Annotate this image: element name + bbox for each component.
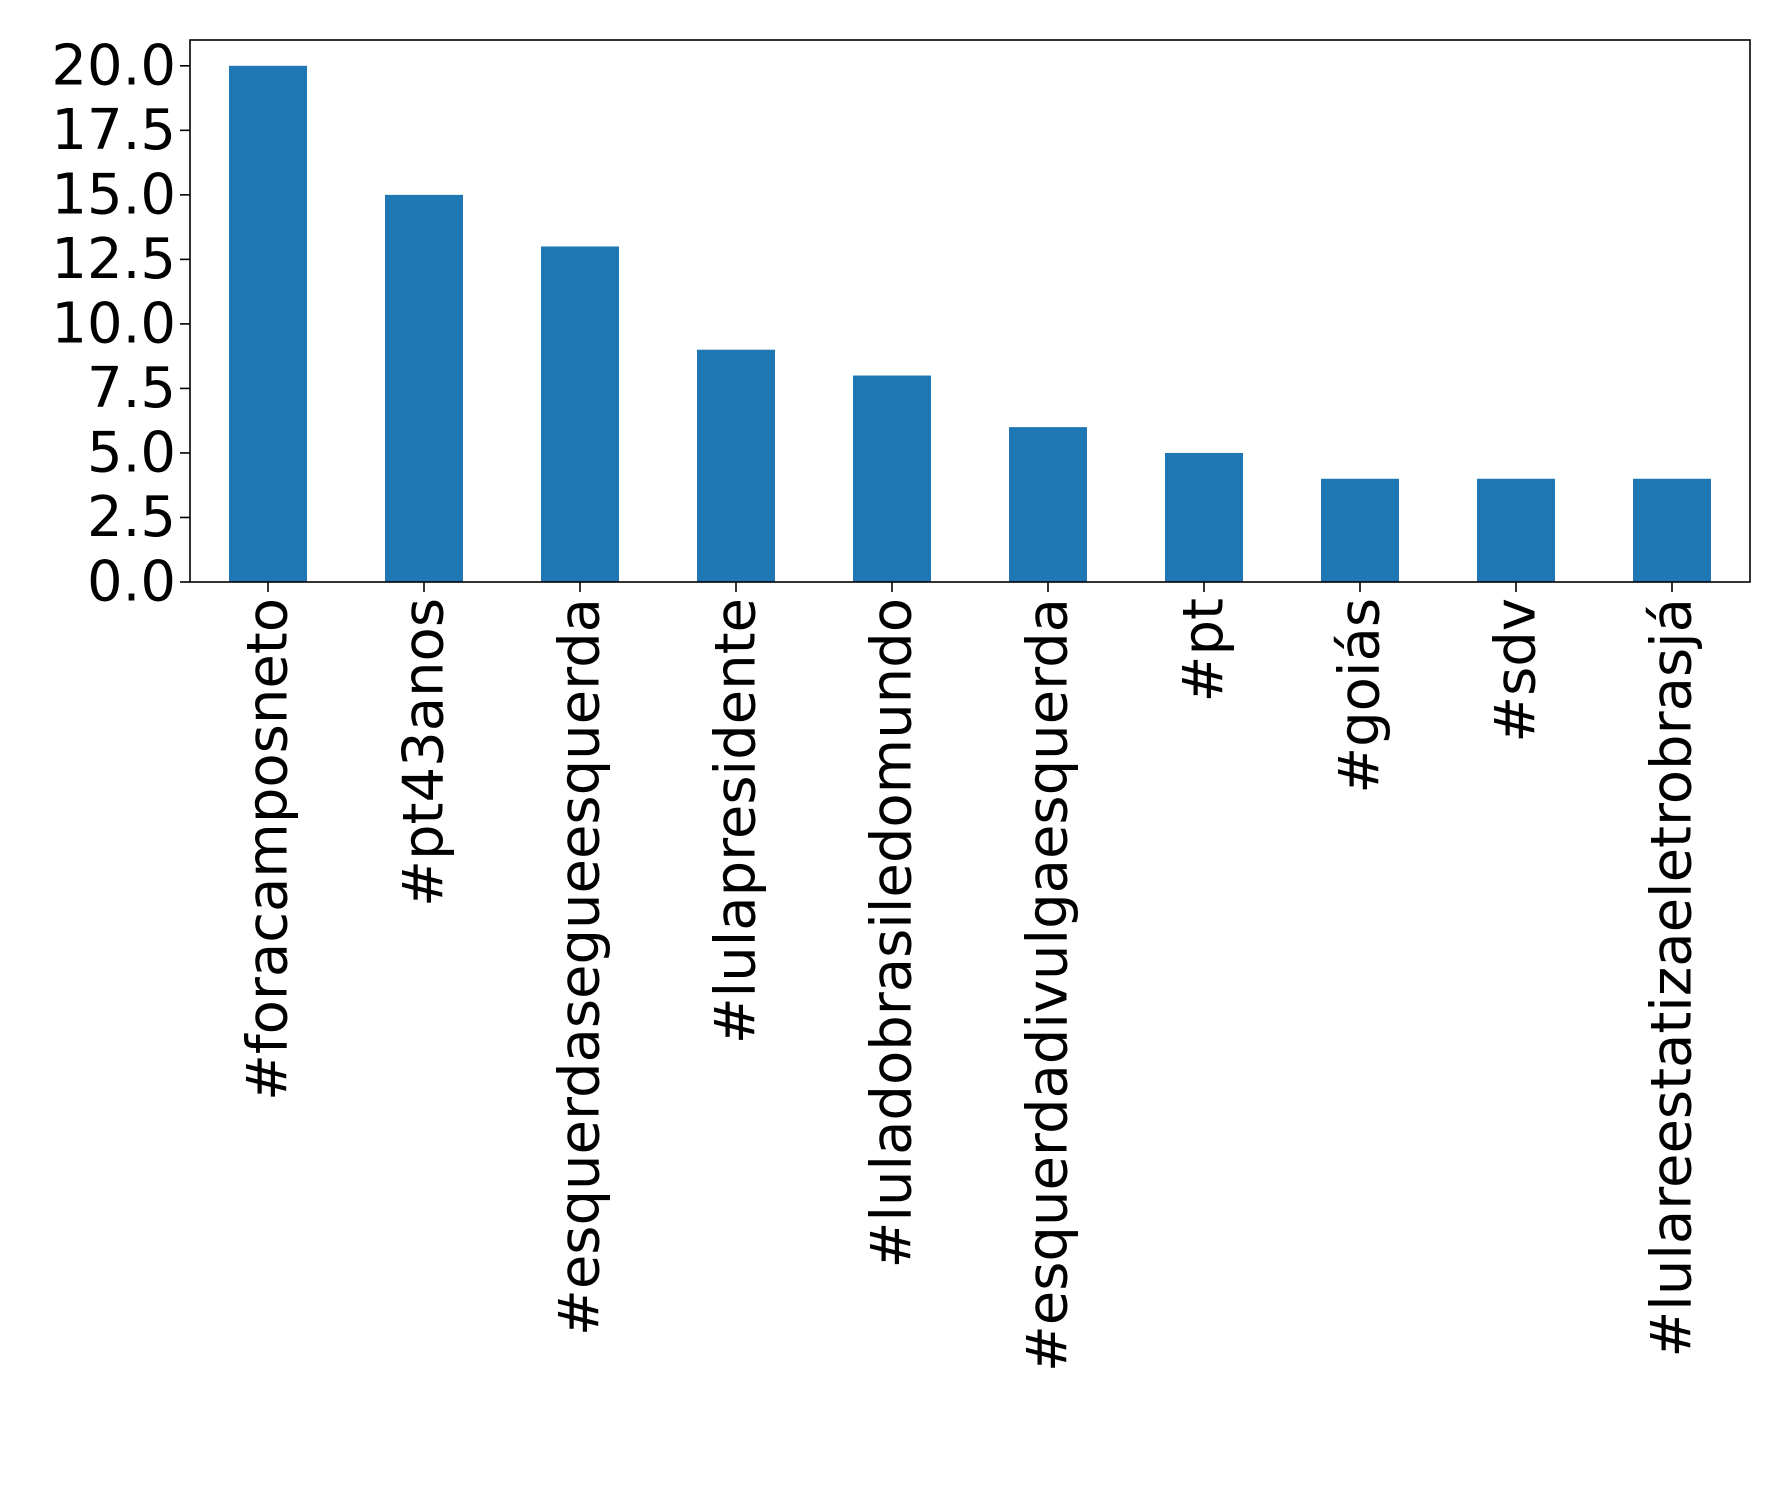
y-tick-label-3: 7.5 — [87, 356, 176, 421]
y-tick-label-5: 12.5 — [51, 227, 176, 292]
bar-2 — [541, 246, 619, 582]
y-tick-label-1: 2.5 — [87, 485, 176, 550]
bar-6 — [1165, 452, 1243, 582]
x-tick-label-5: #esquerdadivulgaesquerda — [1016, 598, 1081, 1372]
x-tick-label-3: #lulapresidente — [704, 598, 769, 1044]
x-axis: #foracamposneto #pt43anos #esquerdaseguees… — [236, 582, 1705, 1372]
plot-frame — [189, 39, 1751, 583]
bar-8 — [1477, 478, 1555, 582]
y-tick-label-0: 0.0 — [87, 550, 176, 615]
x-tick-label-6: #pt — [1172, 598, 1237, 702]
bar-4 — [853, 375, 931, 582]
x-tick-label-4: #luladobrasiledomundo — [860, 598, 925, 1268]
x-tick-label-7: #goiás — [1328, 598, 1393, 794]
bar-1 — [385, 194, 463, 582]
x-tick-label-1: #pt43anos — [392, 598, 457, 907]
bars-group — [229, 65, 1711, 583]
x-tick-label-9: #lulareestatizaeletrobrasjá — [1640, 598, 1705, 1358]
bar-9 — [1633, 478, 1711, 582]
y-tick-label-2: 5.0 — [87, 420, 176, 485]
x-tick-label-0: #foracamposneto — [236, 598, 301, 1101]
y-tick-label-6: 15.0 — [51, 162, 176, 227]
bar-7 — [1321, 478, 1399, 582]
y-axis: 0.02.55.07.510.012.515.017.520.0 — [51, 33, 190, 615]
bar-0 — [229, 65, 307, 583]
y-tick-label-4: 10.0 — [51, 291, 176, 356]
bar-5 — [1009, 427, 1087, 582]
bar-3 — [697, 349, 775, 582]
y-tick-label-8: 20.0 — [51, 33, 176, 98]
x-tick-label-2: #esquerdasegueesquerda — [548, 598, 613, 1336]
x-tick-label-8: #sdv — [1484, 598, 1549, 743]
y-tick-label-7: 17.5 — [51, 98, 176, 163]
